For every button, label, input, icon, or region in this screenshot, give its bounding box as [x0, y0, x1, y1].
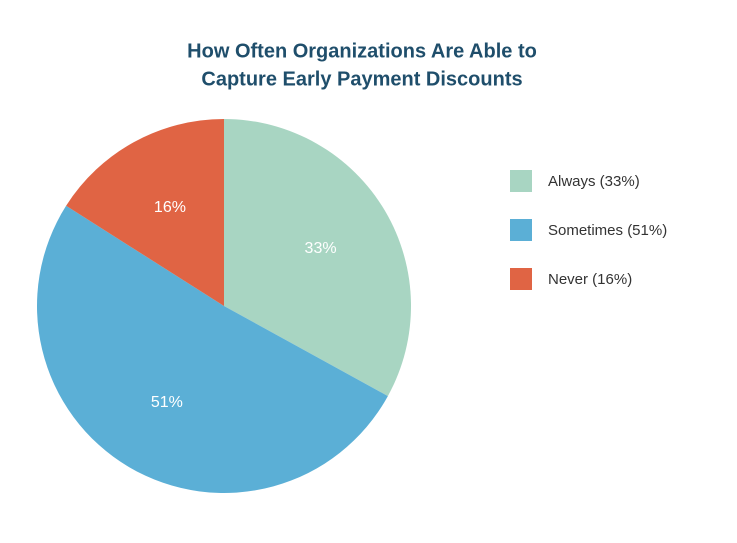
slice-label: 33% — [305, 240, 337, 257]
pie-slice — [224, 119, 411, 397]
pie-slice — [66, 119, 224, 306]
legend-swatch — [510, 268, 532, 290]
chart-title: Capture Early Payment Discounts — [201, 68, 522, 90]
legend-swatch — [510, 170, 532, 192]
chart-title: How Often Organizations Are Able to — [187, 40, 537, 62]
slice-label: 51% — [151, 394, 183, 411]
slice-label: 16% — [154, 199, 186, 216]
legend-label: Always (33%) — [548, 173, 640, 190]
pie-slice — [37, 205, 388, 493]
legend-swatch — [510, 219, 532, 241]
legend-label: Never (16%) — [548, 271, 632, 288]
legend-label: Sometimes (51%) — [548, 222, 667, 239]
